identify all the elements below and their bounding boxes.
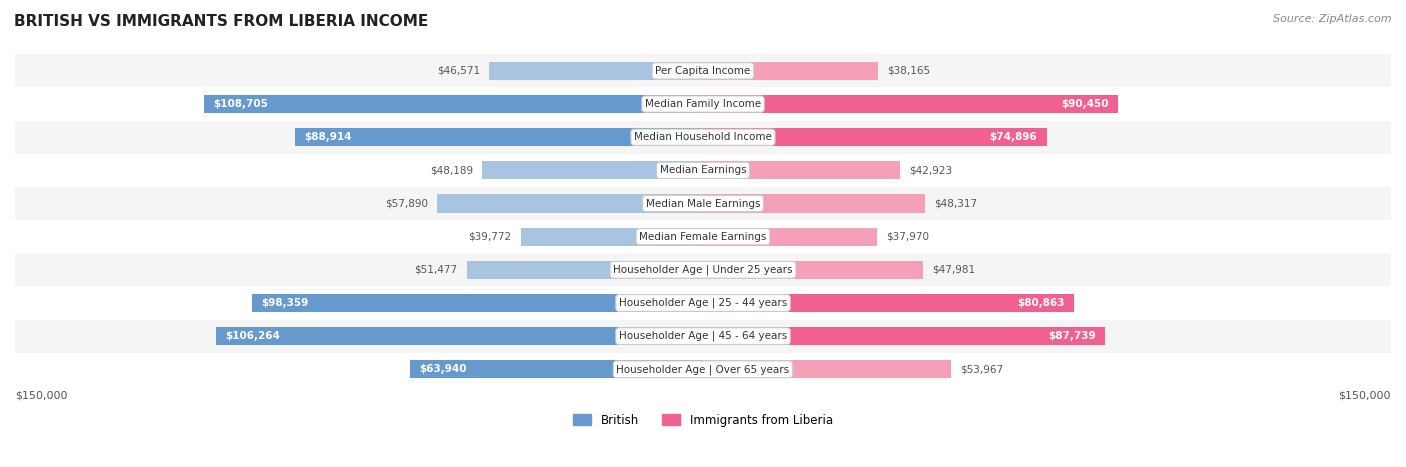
- Text: $42,923: $42,923: [910, 165, 952, 175]
- Text: Median Female Earnings: Median Female Earnings: [640, 232, 766, 241]
- Bar: [295, 128, 703, 146]
- Text: $63,940: $63,940: [419, 364, 467, 374]
- Bar: [703, 327, 1105, 345]
- Text: Source: ZipAtlas.com: Source: ZipAtlas.com: [1274, 14, 1392, 24]
- Bar: [703, 128, 1046, 146]
- Text: $39,772: $39,772: [468, 232, 512, 241]
- Text: $98,359: $98,359: [262, 298, 308, 308]
- Bar: [15, 353, 1391, 386]
- Bar: [703, 360, 950, 378]
- Bar: [703, 161, 900, 179]
- Bar: [703, 194, 925, 212]
- Bar: [15, 286, 1391, 319]
- Text: Householder Age | 45 - 64 years: Householder Age | 45 - 64 years: [619, 331, 787, 341]
- Bar: [15, 253, 1391, 286]
- Text: $80,863: $80,863: [1017, 298, 1064, 308]
- Bar: [482, 161, 703, 179]
- Text: Median Earnings: Median Earnings: [659, 165, 747, 175]
- Text: $37,970: $37,970: [886, 232, 929, 241]
- Bar: [409, 360, 703, 378]
- Text: $48,189: $48,189: [430, 165, 472, 175]
- Text: $38,165: $38,165: [887, 66, 931, 76]
- Text: Householder Age | Over 65 years: Householder Age | Over 65 years: [616, 364, 790, 375]
- Text: $46,571: $46,571: [437, 66, 481, 76]
- Text: Median Family Income: Median Family Income: [645, 99, 761, 109]
- Bar: [467, 261, 703, 279]
- Bar: [703, 261, 924, 279]
- Bar: [204, 95, 703, 113]
- Text: $74,896: $74,896: [990, 132, 1038, 142]
- Bar: [703, 227, 877, 246]
- Bar: [437, 194, 703, 212]
- Bar: [520, 227, 703, 246]
- Bar: [489, 62, 703, 80]
- Text: Median Household Income: Median Household Income: [634, 132, 772, 142]
- Text: $150,000: $150,000: [1339, 391, 1391, 401]
- Bar: [15, 120, 1391, 154]
- Text: Per Capita Income: Per Capita Income: [655, 66, 751, 76]
- Text: $87,739: $87,739: [1049, 331, 1097, 341]
- Bar: [703, 294, 1074, 312]
- Bar: [15, 54, 1391, 87]
- Text: $51,477: $51,477: [415, 265, 458, 275]
- Text: $88,914: $88,914: [304, 132, 352, 142]
- Bar: [252, 294, 703, 312]
- Text: Householder Age | Under 25 years: Householder Age | Under 25 years: [613, 265, 793, 275]
- Legend: British, Immigrants from Liberia: British, Immigrants from Liberia: [568, 409, 838, 432]
- Bar: [15, 220, 1391, 253]
- Text: $53,967: $53,967: [960, 364, 1002, 374]
- Text: $108,705: $108,705: [214, 99, 269, 109]
- Text: BRITISH VS IMMIGRANTS FROM LIBERIA INCOME: BRITISH VS IMMIGRANTS FROM LIBERIA INCOM…: [14, 14, 429, 29]
- Bar: [15, 187, 1391, 220]
- Text: $48,317: $48,317: [934, 198, 977, 208]
- Bar: [703, 95, 1118, 113]
- Text: $57,890: $57,890: [385, 198, 429, 208]
- Text: Householder Age | 25 - 44 years: Householder Age | 25 - 44 years: [619, 298, 787, 308]
- Text: Median Male Earnings: Median Male Earnings: [645, 198, 761, 208]
- Bar: [703, 62, 879, 80]
- Text: $47,981: $47,981: [932, 265, 976, 275]
- Bar: [15, 87, 1391, 120]
- Text: $90,450: $90,450: [1062, 99, 1109, 109]
- Bar: [215, 327, 703, 345]
- Bar: [15, 154, 1391, 187]
- Text: $150,000: $150,000: [15, 391, 67, 401]
- Bar: [15, 319, 1391, 353]
- Text: $106,264: $106,264: [225, 331, 280, 341]
